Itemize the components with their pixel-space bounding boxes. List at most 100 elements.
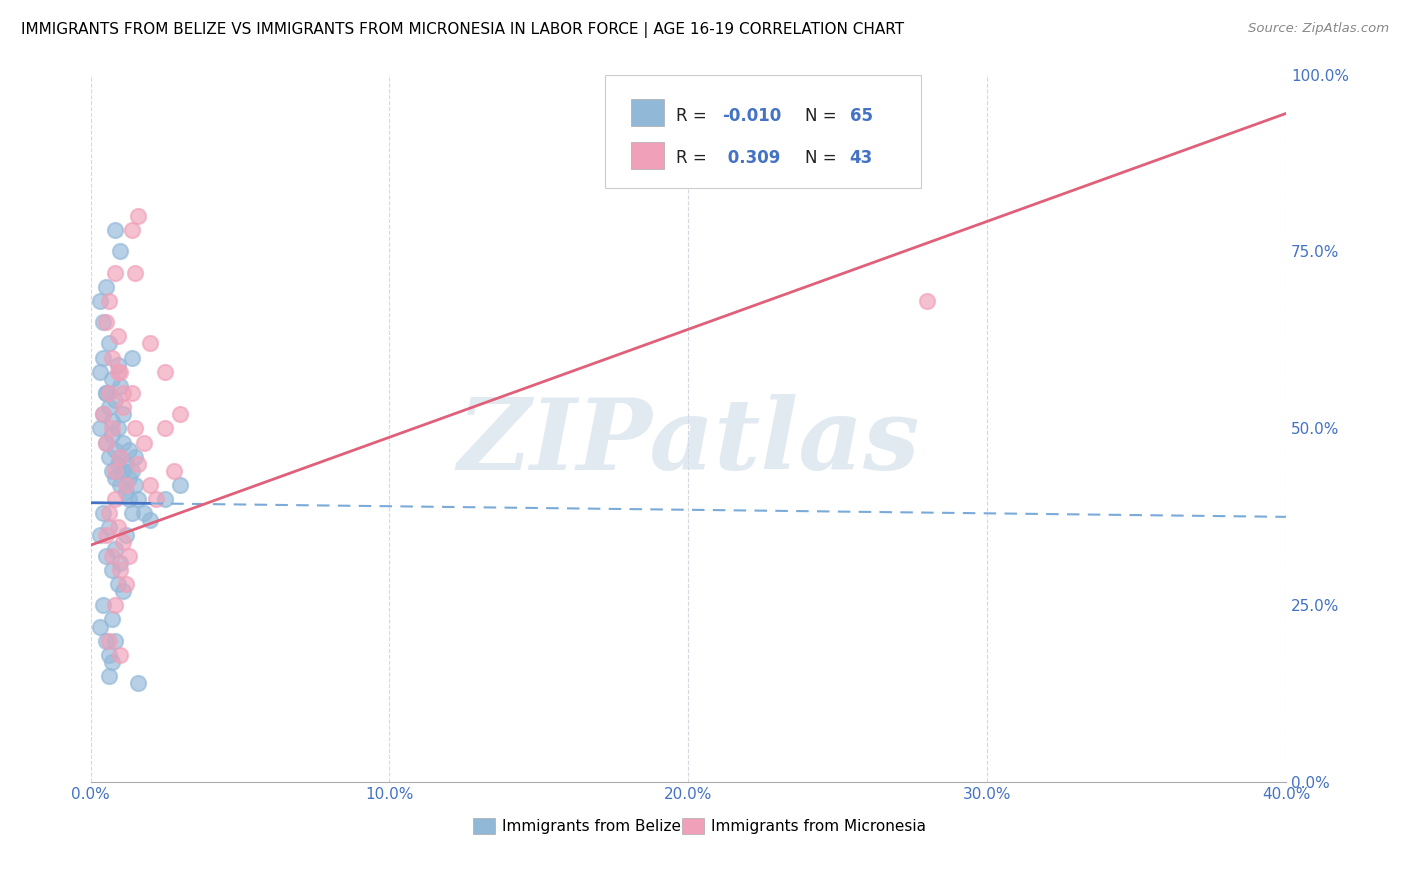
Point xyxy=(94,527,117,541)
Text: -0.010: -0.010 xyxy=(721,106,780,125)
Point xyxy=(89,293,111,308)
Point xyxy=(100,421,122,435)
Point xyxy=(103,464,125,478)
Text: R =: R = xyxy=(676,149,713,167)
Point xyxy=(91,506,114,520)
Point xyxy=(103,223,125,237)
Point xyxy=(118,442,141,457)
FancyBboxPatch shape xyxy=(631,142,665,169)
Point xyxy=(110,379,132,393)
Point xyxy=(124,421,146,435)
Point xyxy=(155,421,177,435)
Point xyxy=(94,633,117,648)
Point xyxy=(118,492,141,507)
Point xyxy=(112,386,135,401)
Point xyxy=(91,407,114,421)
FancyBboxPatch shape xyxy=(605,75,921,187)
Point xyxy=(103,393,125,408)
Point xyxy=(112,584,135,599)
Point xyxy=(127,492,149,507)
Point xyxy=(134,506,156,520)
Point xyxy=(94,435,117,450)
Text: R =: R = xyxy=(676,106,713,125)
Point xyxy=(89,365,111,379)
Point xyxy=(100,428,122,442)
Text: N =: N = xyxy=(806,106,842,125)
Point xyxy=(94,315,117,329)
Text: N =: N = xyxy=(806,149,842,167)
Point xyxy=(124,266,146,280)
Y-axis label: In Labor Force | Age 16-19: In Labor Force | Age 16-19 xyxy=(0,327,8,530)
Point xyxy=(118,549,141,563)
Point xyxy=(110,478,132,492)
Point xyxy=(118,471,141,485)
Text: Immigrants from Micronesia: Immigrants from Micronesia xyxy=(711,819,927,834)
Point xyxy=(94,549,117,563)
Text: 0.309: 0.309 xyxy=(721,149,780,167)
Point xyxy=(100,372,122,386)
Point xyxy=(97,293,120,308)
Point xyxy=(91,351,114,365)
Text: ZIPatlas: ZIPatlas xyxy=(457,394,920,491)
Point xyxy=(107,520,129,534)
Point xyxy=(112,435,135,450)
Point xyxy=(103,492,125,507)
Point xyxy=(107,421,129,435)
Point xyxy=(145,492,167,507)
Point xyxy=(127,457,149,471)
Text: Immigrants from Belize: Immigrants from Belize xyxy=(502,819,681,834)
Point xyxy=(100,612,122,626)
Point xyxy=(100,414,122,428)
Point xyxy=(91,407,114,421)
Point xyxy=(97,386,120,401)
Point xyxy=(115,485,138,500)
Point xyxy=(89,421,111,435)
Point xyxy=(91,599,114,613)
Point xyxy=(110,365,132,379)
Point xyxy=(127,676,149,690)
Point xyxy=(103,471,125,485)
Point xyxy=(121,223,143,237)
Point xyxy=(103,541,125,556)
Point xyxy=(115,478,138,492)
Point xyxy=(107,365,129,379)
Point xyxy=(107,358,129,372)
FancyBboxPatch shape xyxy=(474,818,495,834)
Point xyxy=(112,534,135,549)
Point xyxy=(917,293,939,308)
Point xyxy=(110,563,132,577)
FancyBboxPatch shape xyxy=(682,818,704,834)
Point xyxy=(97,506,120,520)
Point xyxy=(103,266,125,280)
Point xyxy=(89,527,111,541)
Point xyxy=(155,492,177,507)
Point xyxy=(97,520,120,534)
Point xyxy=(97,336,120,351)
Point xyxy=(139,478,162,492)
Point xyxy=(100,563,122,577)
Point xyxy=(127,209,149,223)
Point xyxy=(139,336,162,351)
Point xyxy=(121,351,143,365)
Point xyxy=(110,450,132,464)
Point xyxy=(94,280,117,294)
Point xyxy=(97,648,120,662)
Text: Source: ZipAtlas.com: Source: ZipAtlas.com xyxy=(1249,22,1389,36)
Point xyxy=(169,478,191,492)
Point xyxy=(115,457,138,471)
Text: IMMIGRANTS FROM BELIZE VS IMMIGRANTS FROM MICRONESIA IN LABOR FORCE | AGE 16-19 : IMMIGRANTS FROM BELIZE VS IMMIGRANTS FRO… xyxy=(21,22,904,38)
Point xyxy=(107,457,129,471)
Text: 43: 43 xyxy=(849,149,873,167)
Point xyxy=(112,407,135,421)
Point xyxy=(110,556,132,570)
FancyBboxPatch shape xyxy=(631,99,665,127)
Point xyxy=(103,599,125,613)
Point xyxy=(107,329,129,343)
Point xyxy=(97,633,120,648)
Point xyxy=(97,400,120,414)
Point xyxy=(100,351,122,365)
Point xyxy=(103,442,125,457)
Point xyxy=(139,513,162,527)
Point xyxy=(110,450,132,464)
Point xyxy=(115,527,138,541)
